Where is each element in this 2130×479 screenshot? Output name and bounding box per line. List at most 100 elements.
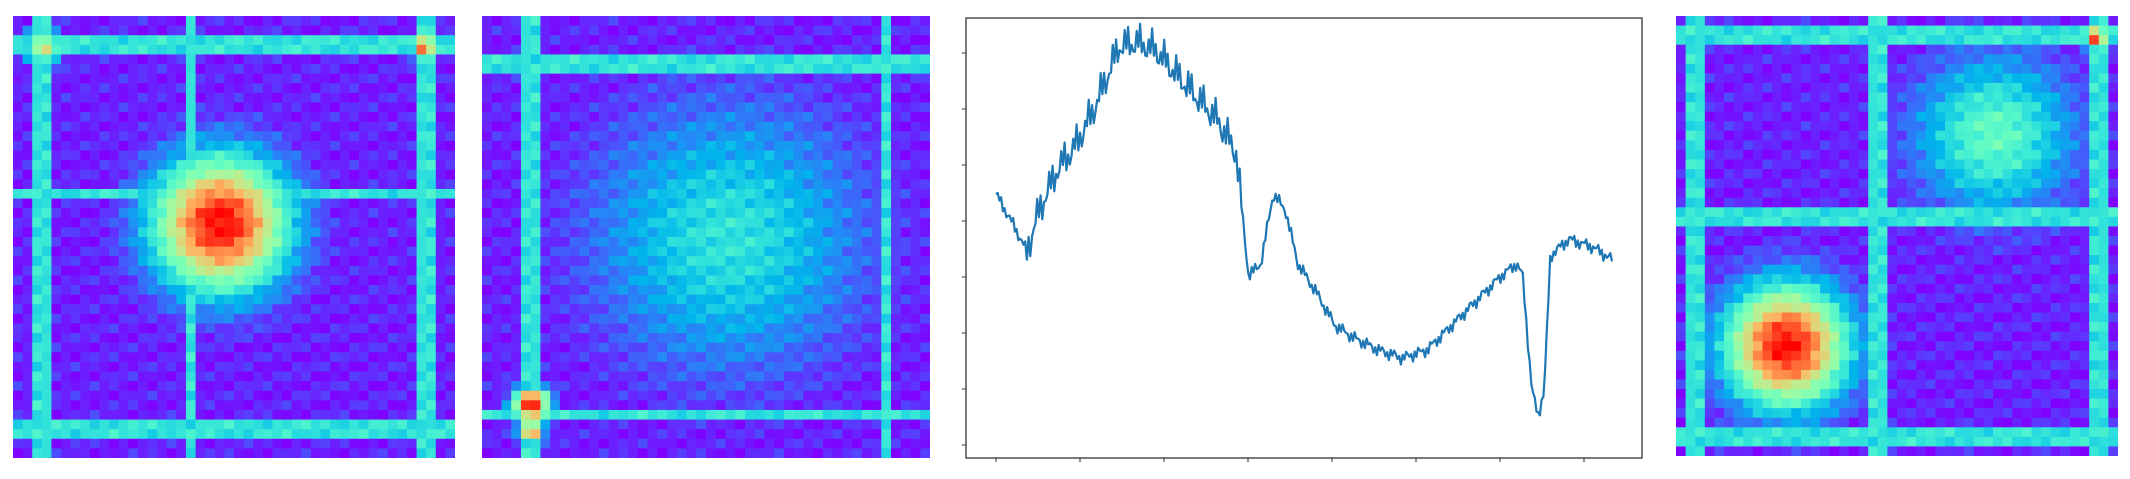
- heatmap-cell: [696, 140, 707, 152]
- heatmap-4: [1676, 16, 2118, 456]
- heatmap-cell: [128, 304, 139, 315]
- heatmap-cell: [426, 208, 437, 219]
- heatmap-cell: [1820, 73, 1831, 84]
- heatmap-cell: [1954, 149, 1965, 161]
- heatmap-cell: [253, 438, 264, 449]
- heatmap-cell: [871, 83, 882, 94]
- heatmap-cell: [774, 333, 785, 344]
- heatmap-cell: [520, 438, 532, 449]
- heatmap-cell: [686, 381, 697, 392]
- heatmap-cell: [696, 83, 707, 94]
- heatmap-cell: [852, 54, 863, 65]
- heatmap-cell: [406, 323, 418, 334]
- heatmap-cell: [387, 361, 398, 373]
- heatmap-cell: [214, 160, 225, 171]
- heatmap-cell: [511, 381, 522, 392]
- heatmap-cell: [176, 198, 187, 209]
- heatmap-cell: [559, 275, 571, 286]
- heatmap-cell: [706, 35, 717, 46]
- heatmap-cell: [1704, 25, 1716, 36]
- heatmap-cell: [861, 352, 873, 363]
- heatmap-cell: [185, 140, 197, 152]
- heatmap-cell: [550, 83, 561, 94]
- heatmap-cell: [842, 409, 853, 421]
- heatmap-cell: [667, 169, 678, 180]
- heatmap-cell: [301, 73, 312, 84]
- heatmap-cell: [540, 217, 551, 228]
- heatmap-cell: [99, 381, 110, 392]
- heatmap-cell: [147, 342, 158, 353]
- heatmap-cell: [1714, 130, 1725, 141]
- heatmap-cell: [426, 237, 437, 248]
- heatmap-cell: [676, 169, 688, 180]
- heatmap-cell: [205, 323, 216, 334]
- heatmap-cell: [1791, 92, 1802, 103]
- heatmap-cell: [491, 54, 503, 65]
- heatmap-cell: [842, 265, 853, 277]
- heatmap-cell: [80, 285, 91, 296]
- heatmap-cell: [501, 169, 512, 180]
- heatmap-cell: [378, 44, 389, 56]
- heatmap-cell: [774, 352, 785, 363]
- heatmap-cell: [262, 342, 274, 353]
- heatmap-cell: [272, 352, 283, 363]
- heatmap-cell: [1752, 82, 1764, 94]
- heatmap-cell: [80, 54, 91, 65]
- heatmap-cell: [608, 150, 619, 161]
- heatmap-cell: [349, 92, 360, 104]
- heatmap-cell: [89, 73, 101, 84]
- heatmap-cell: [754, 294, 766, 305]
- heatmap-cell: [128, 227, 139, 238]
- heatmap-cell: [109, 371, 120, 382]
- heatmap-cell: [657, 352, 668, 363]
- heatmap-cell: [2069, 25, 2081, 36]
- heatmap-cell: [813, 198, 824, 209]
- heatmap-cell: [320, 121, 331, 132]
- heatmap-cell: [744, 35, 756, 46]
- heatmap-cell: [774, 217, 785, 228]
- heatmap-cell: [330, 198, 341, 209]
- heatmap-cell: [157, 400, 168, 411]
- heatmap-cell: [205, 102, 216, 113]
- heatmap-cell: [378, 294, 389, 305]
- heatmap-cell: [137, 112, 149, 123]
- heatmap-cell: [195, 121, 206, 132]
- heatmap-cell: [339, 83, 350, 94]
- heatmap-cell: [1925, 25, 1937, 36]
- heatmap-cell: [530, 256, 542, 267]
- heatmap-cell: [891, 237, 902, 248]
- heatmap-cell: [118, 256, 129, 267]
- heatmap-cell: [70, 361, 81, 373]
- heatmap-cell: [32, 333, 43, 344]
- heatmap-cell: [657, 323, 668, 334]
- heatmap-cell: [1772, 130, 1783, 141]
- heatmap-cell: [618, 217, 629, 228]
- heatmap-cell: [301, 448, 312, 458]
- heatmap-cell: [387, 448, 398, 458]
- heatmap-cell: [445, 83, 455, 94]
- heatmap-cell: [706, 150, 717, 161]
- heatmap-cell: [647, 131, 658, 142]
- heatmap-cell: [224, 304, 235, 315]
- heatmap-cell: [89, 198, 101, 209]
- heatmap-cell: [32, 208, 43, 219]
- heatmap-cell: [406, 409, 418, 421]
- heatmap-cell: [813, 409, 824, 421]
- heatmap-cell: [676, 448, 688, 458]
- heatmap-cell: [282, 25, 293, 36]
- heatmap-cell: [1935, 102, 1946, 113]
- heatmap-cell: [744, 313, 756, 325]
- heatmap-cell: [491, 304, 503, 315]
- heatmap-cell: [291, 169, 302, 180]
- heatmap-cell: [147, 237, 158, 248]
- heatmap-cell: [426, 333, 437, 344]
- heatmap-cell: [195, 188, 206, 200]
- heatmap-cell: [214, 25, 225, 36]
- heatmap-cell: [579, 256, 590, 267]
- heatmap-cell: [80, 198, 91, 209]
- heatmap-cell: [185, 323, 197, 334]
- heatmap-cell: [920, 342, 930, 353]
- heatmap-cell: [234, 121, 245, 132]
- heatmap-cell: [1945, 25, 1956, 36]
- heatmap-cell: [243, 208, 254, 219]
